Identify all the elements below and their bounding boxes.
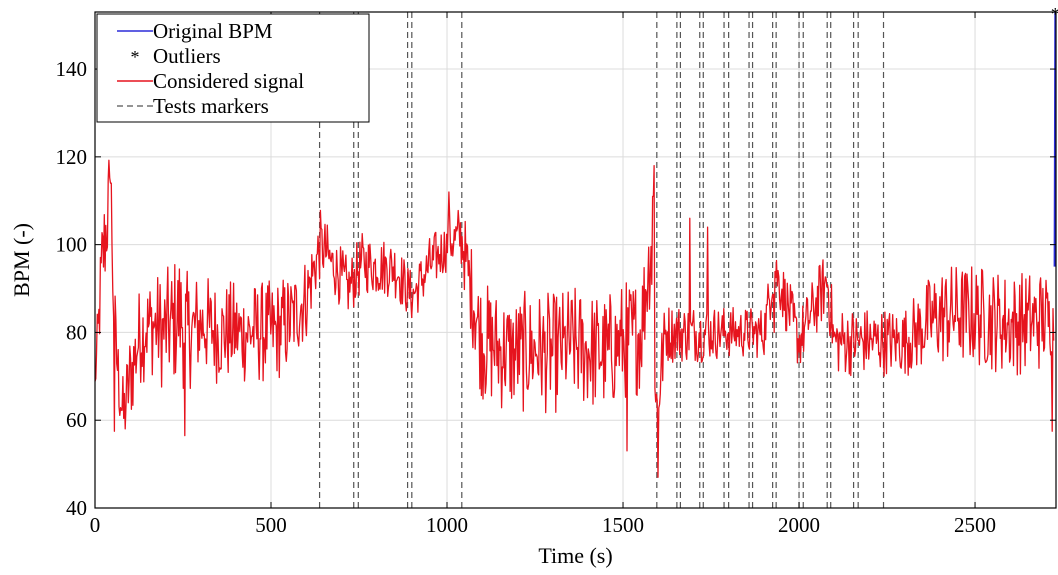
x-axis-label: Time (s) (538, 543, 612, 568)
plot-frame (94, 11, 1057, 509)
x-tick-label: 0 (90, 513, 101, 537)
y-tick-label: 80 (66, 320, 87, 344)
y-tick-label: 120 (56, 145, 88, 169)
outlier-marker: * (1051, 4, 1058, 24)
legend-item: Considered signal (117, 69, 304, 93)
legend-item: * Outliers (131, 44, 221, 68)
x-tick-label: 500 (255, 513, 287, 537)
x-tick-label: 1000 (426, 513, 468, 537)
legend-item: Tests markers (117, 94, 269, 118)
y-tick-label: 40 (66, 496, 87, 520)
x-tick-label: 1500 (602, 513, 644, 537)
legend-item: Original BPM (117, 19, 273, 43)
considered-signal-line (94, 159, 1055, 478)
legend-label: Original BPM (153, 19, 273, 43)
y-tick-label: 100 (56, 233, 88, 257)
legend-label: Considered signal (153, 69, 304, 93)
x-tick-label: 2000 (778, 513, 820, 537)
x-tick-label: 2500 (954, 513, 996, 537)
legend-label: Outliers (153, 44, 221, 68)
tick-labels: 0 500 1000 1500 2000 2500 40 60 80 100 120 140 (56, 57, 997, 537)
y-tick-label: 140 (56, 57, 88, 81)
legend-box (96, 13, 370, 123)
axes (94, 11, 1057, 509)
legend-label: Tests markers (153, 94, 269, 118)
legend-marker-swatch: * (131, 47, 140, 67)
y-axis-label: BPM (-) (9, 223, 34, 297)
y-tick-label: 60 (66, 408, 87, 432)
